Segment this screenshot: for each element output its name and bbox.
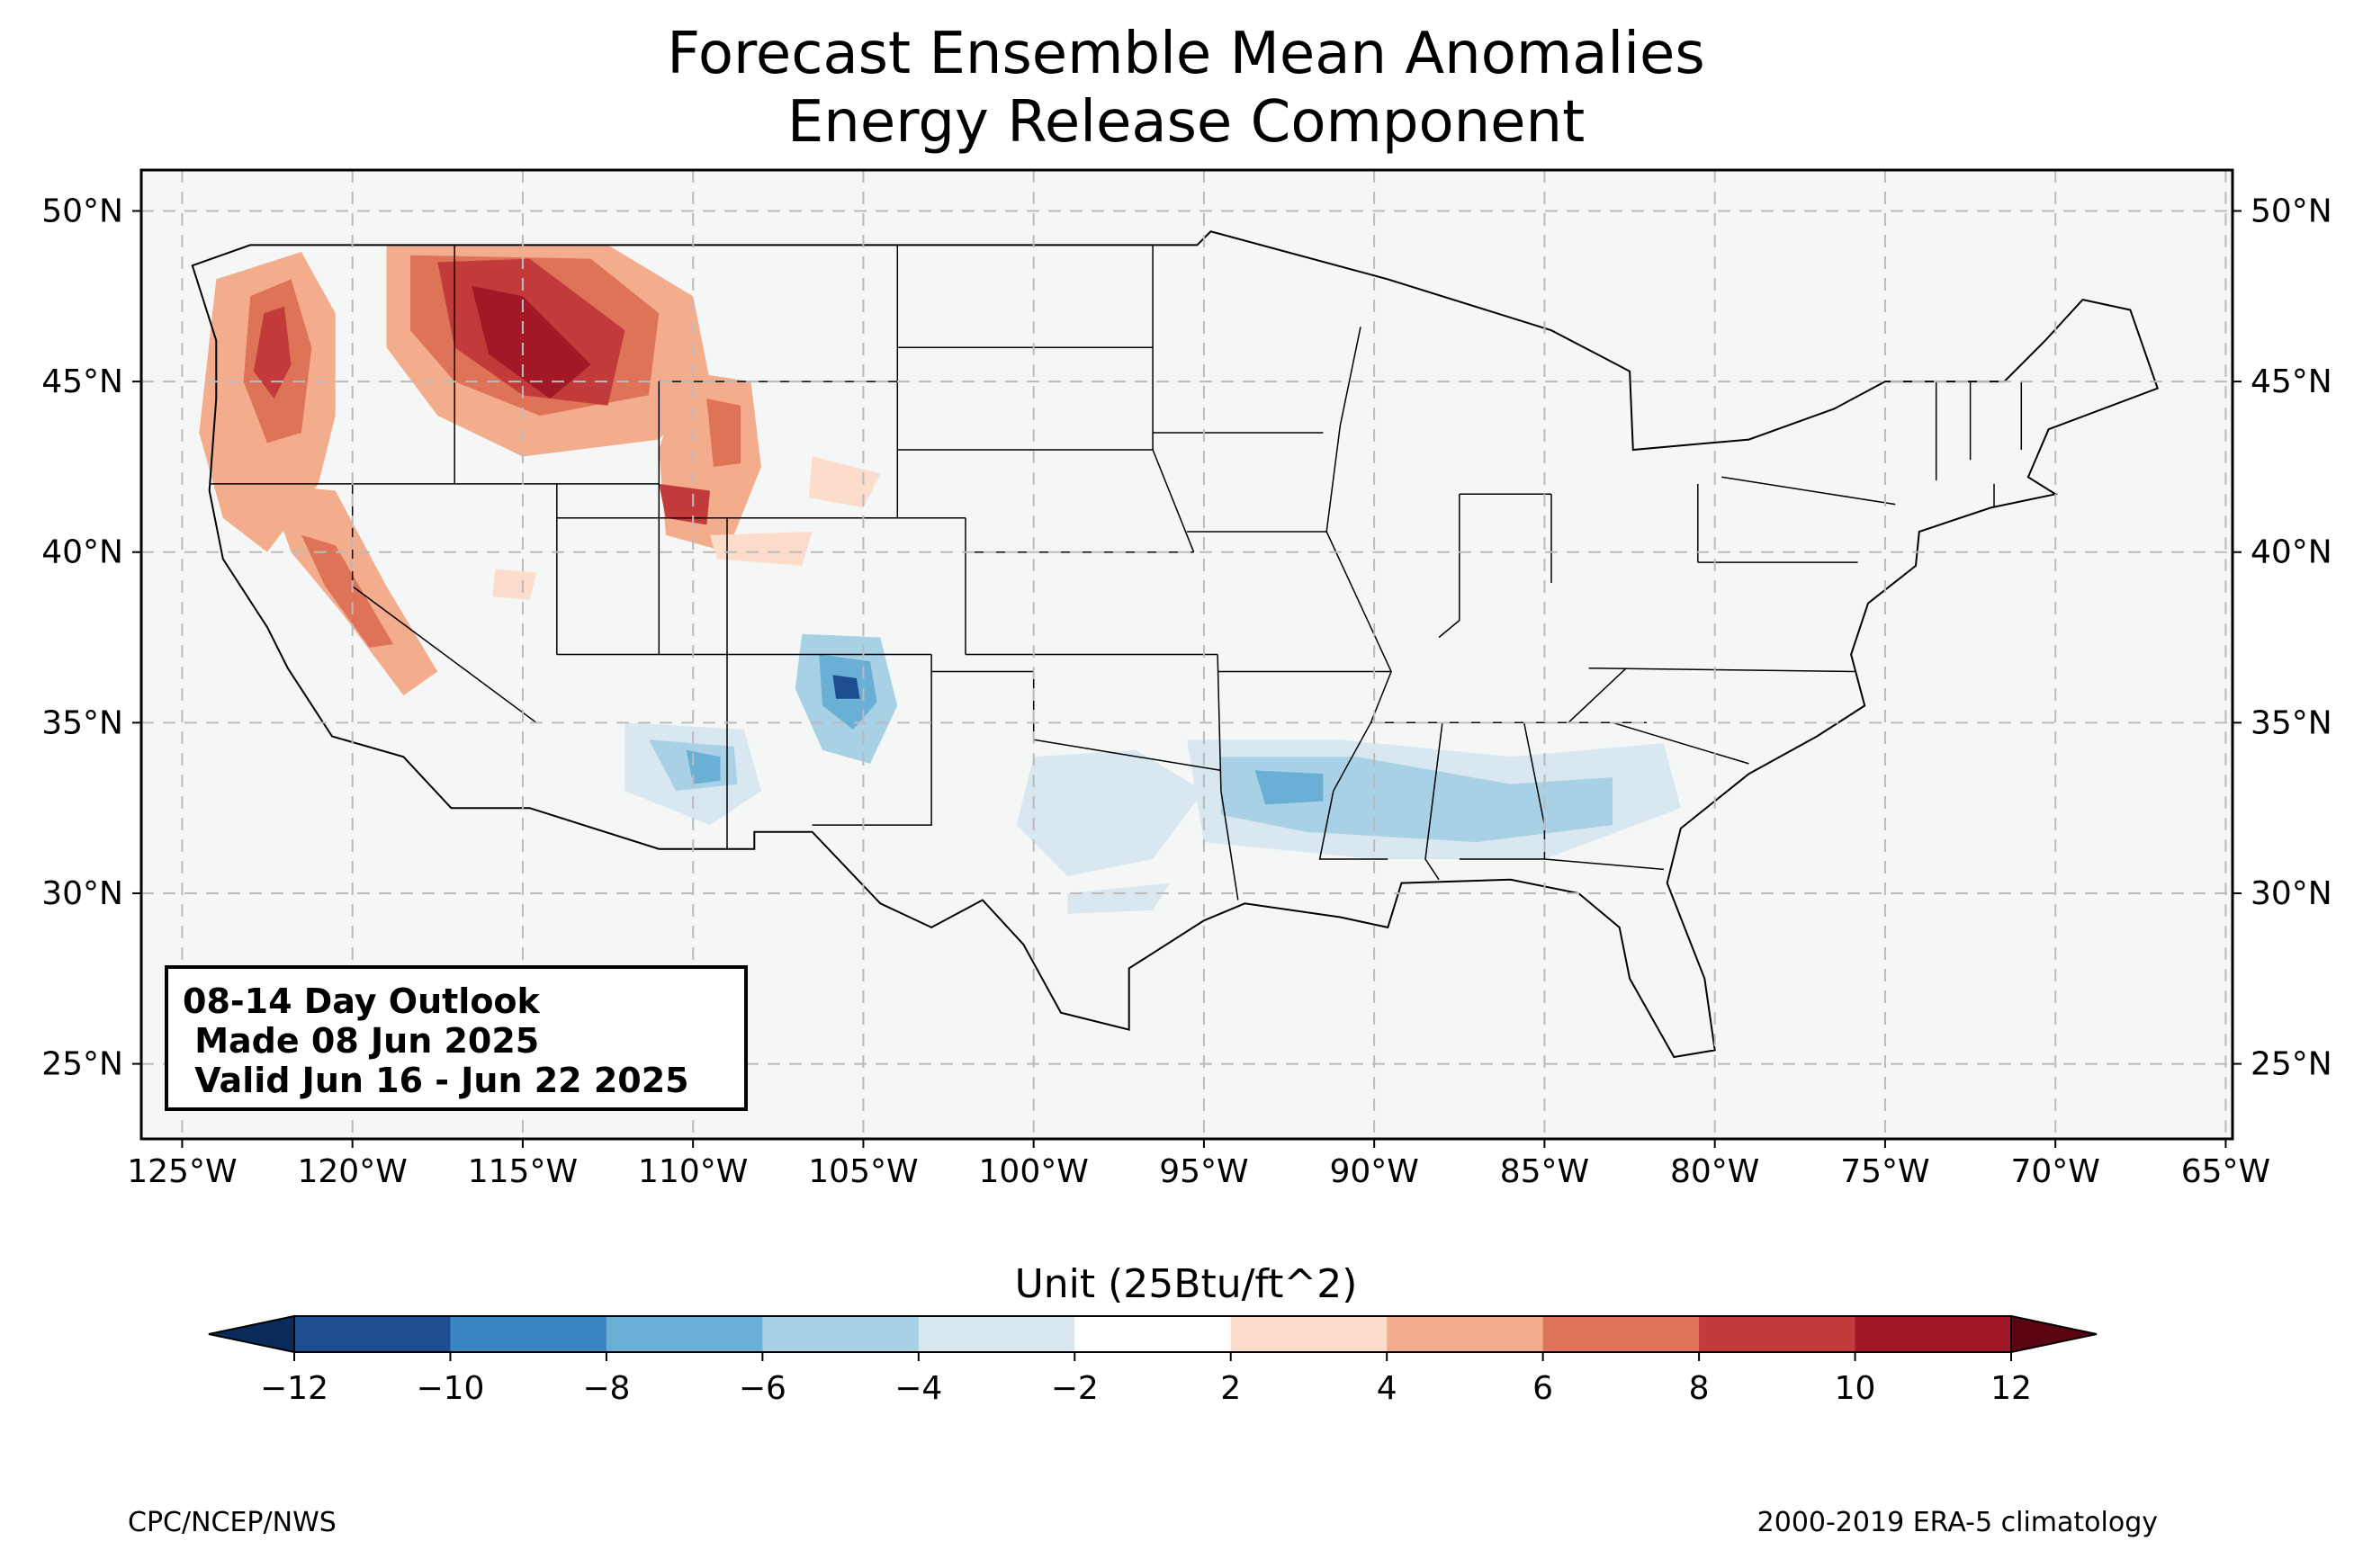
anomaly-region [253,306,292,399]
colorbar-segment [450,1316,607,1352]
latitude-tick-label-right: 30°N [2251,875,2332,912]
longitude-tick-label: 110°W [638,1153,748,1190]
latitude-tick-label-left: 45°N [41,363,123,400]
longitude-tick-label: 90°W [1329,1153,1418,1190]
state-boundary [1424,722,1443,881]
longitude-tick-label: 95°W [1159,1153,1248,1190]
colorbar-tick-label: −2 [1051,1370,1099,1407]
colorbar-tick-label: −10 [416,1370,484,1407]
longitude-ticks: 125°W 120°W 115°W 110°W 105°W 100°W 95°W 90°W 85… [127,1139,2270,1190]
state-boundary [1544,858,1664,871]
colorbar-unit-label: Unit (25Btu/ft^2) [1014,1261,1358,1307]
state-boundary [1612,721,1749,765]
colorbar-tick-label: 4 [1377,1370,1397,1407]
state-boundary [1588,667,1855,673]
state-boundary [812,654,932,826]
colorbar-under-arrow [208,1314,295,1354]
latitude-tick-label-right: 45°N [2251,363,2332,400]
map-frame-group [139,168,2234,1141]
colorbar-segment [1387,1316,1544,1352]
colorbar-segment [1542,1316,1700,1352]
state-boundary [1568,668,1627,723]
footer-source: CPC/NCEP/NWS [128,1507,337,1538]
colorbar-tick-label: −8 [582,1370,630,1407]
anomaly-region [301,534,394,648]
colorbar-tick-label: 6 [1532,1370,1553,1407]
state-boundary [1318,531,1392,860]
longitude-tick-label: 120°W [298,1153,408,1190]
colorbar-segment [918,1316,1075,1352]
colorbar-tick-label: 2 [1220,1370,1241,1407]
anomaly-region [1067,883,1171,914]
colorbar-tick-label: 10 [1835,1370,1876,1407]
state-boundary [1438,494,1460,639]
state-boundary [1220,791,1239,900]
latitude-tick-label-right: 35°N [2251,704,2332,741]
colorbar-tick-label: −4 [894,1370,942,1407]
anomaly-region [706,399,741,467]
colorbar-over-arrow [2010,1314,2098,1354]
colorbar-segment [1074,1316,1232,1352]
longitude-tick-label: 80°W [1670,1153,1759,1190]
longitude-tick-label: 100°W [979,1153,1089,1190]
latitude-tick-label-left: 40°N [41,534,123,571]
latitude-tick-label-right: 25°N [2251,1046,2332,1083]
latitude-tick-label-right: 50°N [2251,193,2332,230]
state-boundary [1152,449,1195,552]
outlook-info-box: 08-14 Day Outlook Made 08 Jun 2025 Valid… [165,965,748,1111]
anomaly-region [1254,770,1324,805]
chart-title-line2: Energy Release Component [786,89,1586,156]
colorbar-segment [1855,1316,2012,1352]
colorbar-segment [294,1316,451,1352]
latitude-tick-label-left: 35°N [41,704,123,741]
longitude-tick-label: 125°W [127,1153,237,1190]
anomaly-region [832,675,860,699]
longitude-tick-label: 115°W [468,1153,578,1190]
anomaly-layer [199,245,1681,914]
colorbar-tick-label: −6 [739,1370,786,1407]
colorbar-frame [293,1315,2012,1353]
latitude-ticks: 50°N 50°N 45°N 45°N 40°N 40°N 35°N 35°N 30°N 30°N… [41,193,2332,1083]
longitude-tick-label: 65°W [2181,1153,2270,1190]
colorbar-segment [762,1316,920,1352]
anomaly-region [710,532,813,566]
latitude-tick-label-left: 30°N [41,875,123,912]
state-boundary [1325,327,1361,533]
longitude-tick-label: 105°W [808,1153,918,1190]
anomaly-region [659,483,711,525]
anomaly-region [472,285,591,399]
colorbar-segment [1699,1316,1856,1352]
longitude-tick-label: 70°W [2010,1153,2099,1190]
latitude-tick-label-left: 50°N [41,193,123,230]
longitude-tick-label: 85°W [1500,1153,1589,1190]
footer-climatology: 2000-2019 ERA-5 climatology [1757,1507,2158,1538]
longitude-tick-label: 75°W [1840,1153,1929,1190]
anomaly-region [491,569,537,600]
chart-title-line1: Forecast Ensemble Mean Anomalies [667,21,1705,87]
colorbar-tick-label: 12 [1990,1370,2032,1407]
colorbar: −12 −10 −8 −6 −4 −2 2 4 6 8 10 12 [208,1314,2098,1407]
outlook-valid-range: Valid Jun 16 - Jun 22 2025 [183,1061,689,1100]
colorbar-segment [606,1316,763,1352]
outlook-made-date: Made 08 Jun 2025 [183,1021,540,1061]
latitude-tick-label-right: 40°N [2251,534,2332,571]
state-boundary [1721,476,1896,506]
state-boundary [1217,654,1222,792]
map-frame [139,168,2234,1141]
colorbar-tick-label: 8 [1689,1370,1710,1407]
outlook-title: 08-14 Day Outlook [183,981,540,1021]
colorbar-segment [1230,1316,1388,1352]
latitude-tick-label-left: 25°N [41,1046,123,1083]
anomaly-region [686,749,721,784]
colorbar-tick-label: −12 [260,1370,328,1407]
anomaly-region [1016,749,1204,876]
us-outline [191,230,2159,1059]
state-boundary [931,670,1222,772]
